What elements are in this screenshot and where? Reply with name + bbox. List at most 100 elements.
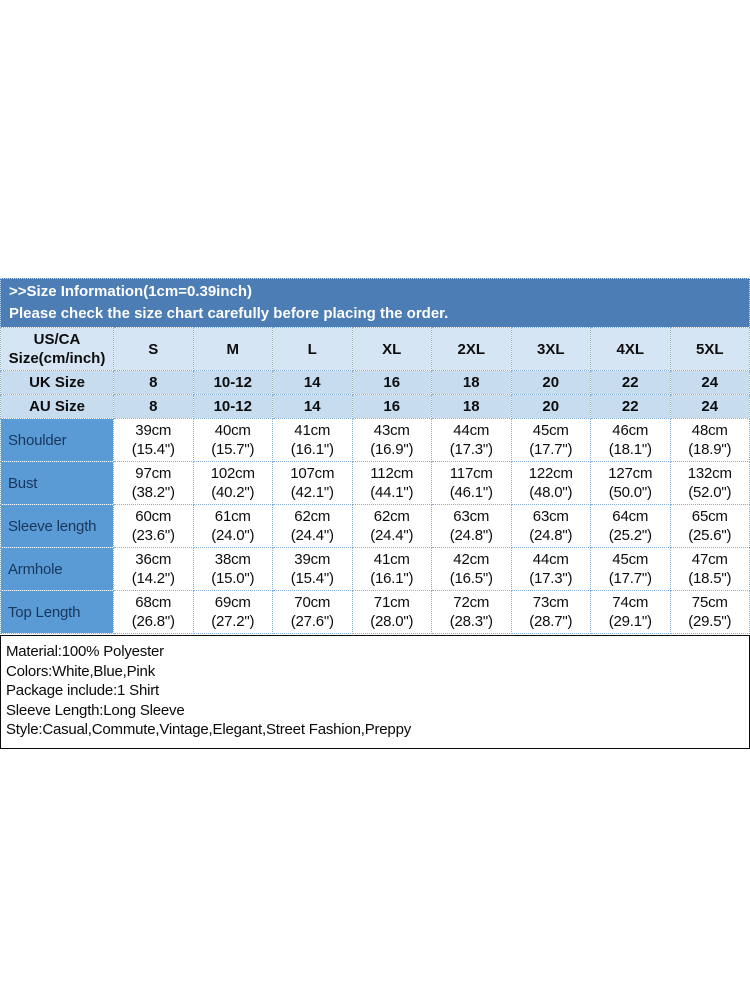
measurement-cell: 65cm (25.6")	[669, 504, 750, 548]
uk-size-value: 24	[669, 370, 750, 395]
measurement-cell: 72cm (28.3")	[431, 590, 512, 634]
value-inch: (27.6")	[290, 613, 334, 630]
value-inch: (48.0")	[529, 484, 573, 501]
value-inch: (24.8")	[449, 527, 493, 544]
measurement-cell: 117cm (46.1")	[431, 461, 512, 505]
value-inch: (42.1")	[290, 484, 334, 501]
detail-package: Package include:1 Shirt	[6, 682, 159, 699]
value-cm: 42cm	[453, 551, 490, 568]
measurement-cell: 47cm (18.5")	[669, 547, 750, 591]
size-header-5xl: 5XL	[669, 327, 750, 371]
value-cm: 73cm	[532, 594, 569, 611]
au-size-value: 22	[590, 394, 671, 419]
value-inch: (28.3")	[449, 613, 493, 630]
measurement-cell: 127cm (50.0")	[590, 461, 671, 505]
value-inch: (14.2")	[131, 570, 175, 587]
measurement-cell: 60cm (23.6")	[113, 504, 194, 548]
size-chart-page: >>Size Information(1cm=0.39inch) Please …	[0, 278, 750, 749]
measurement-label: Sleeve length	[0, 504, 114, 548]
detail-sleeve-length: Sleeve Length:Long Sleeve	[6, 701, 185, 719]
value-cm: 36cm	[135, 551, 172, 568]
measurement-cell: 44cm (17.3")	[510, 547, 591, 591]
value-inch: (23.6")	[131, 527, 175, 544]
value-cm: 70cm	[294, 594, 331, 611]
measurement-cell: 44cm (17.3")	[431, 418, 512, 462]
value-inch: (24.4")	[290, 527, 334, 544]
au-size-value: 16	[351, 394, 432, 419]
value-cm: 127cm	[608, 465, 653, 482]
value-inch: (24.8")	[529, 527, 573, 544]
detail-material: Material:100% Polyester	[6, 643, 164, 660]
measurement-cell: 71cm (28.0")	[351, 590, 432, 634]
value-inch: (25.6")	[688, 527, 732, 544]
measurement-row-sleeve-length: Sleeve length 60cm (23.6") 61cm (24.0") 62…	[0, 504, 750, 548]
size-header-s: S	[113, 327, 194, 371]
value-cm: 107cm	[290, 465, 335, 482]
measurement-label: Shoulder	[0, 418, 114, 462]
value-cm: 72cm	[453, 594, 490, 611]
value-inch: (26.8")	[131, 613, 175, 630]
value-inch: (16.1")	[290, 441, 334, 458]
size-header-2xl: 2XL	[431, 327, 512, 371]
value-inch: (18.5")	[688, 570, 732, 587]
uk-size-value: 8	[113, 370, 194, 395]
value-inch: (27.2")	[211, 613, 255, 630]
value-cm: 45cm	[532, 422, 569, 439]
value-cm: 132cm	[687, 465, 732, 482]
value-inch: (17.3")	[449, 441, 493, 458]
value-cm: 61cm	[214, 508, 251, 525]
value-cm: 41cm	[373, 551, 410, 568]
size-header-m: M	[192, 327, 273, 371]
value-inch: (40.2")	[211, 484, 255, 501]
measurement-cell: 39cm (15.4")	[272, 547, 353, 591]
detail-colors: Colors:White,Blue,Pink	[6, 662, 155, 680]
size-header-xl: XL	[351, 327, 432, 371]
value-inch: (50.0")	[608, 484, 652, 501]
value-cm: 64cm	[612, 508, 649, 525]
value-cm: 44cm	[453, 422, 490, 439]
au-size-value: 8	[113, 394, 194, 419]
value-cm: 39cm	[294, 551, 331, 568]
measurement-cell: 41cm (16.1")	[272, 418, 353, 462]
uk-size-value: 14	[272, 370, 353, 395]
measurement-cell: 132cm (52.0")	[669, 461, 750, 505]
measurement-cell: 68cm (26.8")	[113, 590, 194, 634]
value-inch: (46.1")	[449, 484, 493, 501]
measurement-cell: 107cm (42.1")	[272, 461, 353, 505]
value-cm: 112cm	[370, 465, 414, 482]
uk-size-value: 22	[590, 370, 671, 395]
measurement-cell: 102cm (40.2")	[192, 461, 273, 505]
value-cm: 48cm	[691, 422, 728, 439]
value-cm: 46cm	[612, 422, 649, 439]
measurement-cell: 62cm (24.4")	[272, 504, 353, 548]
measurement-cell: 122cm (48.0")	[510, 461, 591, 505]
measurement-cell: 43cm (16.9")	[351, 418, 432, 462]
measurement-cell: 75cm (29.5")	[669, 590, 750, 634]
value-cm: 45cm	[612, 551, 649, 568]
measurement-label: Bust	[0, 461, 114, 505]
value-inch: (15.4")	[131, 441, 175, 458]
measurement-cell: 46cm (18.1")	[590, 418, 671, 462]
measurement-cell: 41cm (16.1")	[351, 547, 432, 591]
value-cm: 117cm	[449, 465, 493, 482]
corner-line2: Size(cm/inch)	[8, 350, 106, 367]
value-inch: (18.1")	[608, 441, 652, 458]
value-inch: (29.5")	[688, 613, 732, 630]
au-size-value: 24	[669, 394, 750, 419]
measurement-cell: 40cm (15.7")	[192, 418, 273, 462]
measurement-cell: 62cm (24.4")	[351, 504, 432, 548]
au-size-label: AU Size	[0, 394, 114, 419]
value-cm: 43cm	[373, 422, 410, 439]
value-cm: 102cm	[210, 465, 255, 482]
value-inch: (17.7")	[608, 570, 652, 587]
value-inch: (28.0")	[370, 613, 414, 630]
value-cm: 63cm	[532, 508, 569, 525]
au-size-value: 18	[431, 394, 512, 419]
value-inch: (15.4")	[290, 570, 334, 587]
measurement-cell: 42cm (16.5")	[431, 547, 512, 591]
value-cm: 65cm	[691, 508, 728, 525]
corner-header: US/CA Size(cm/inch)	[0, 327, 114, 371]
value-inch: (44.1")	[370, 484, 414, 501]
value-cm: 69cm	[214, 594, 251, 611]
banner: >>Size Information(1cm=0.39inch) Please …	[0, 278, 750, 327]
